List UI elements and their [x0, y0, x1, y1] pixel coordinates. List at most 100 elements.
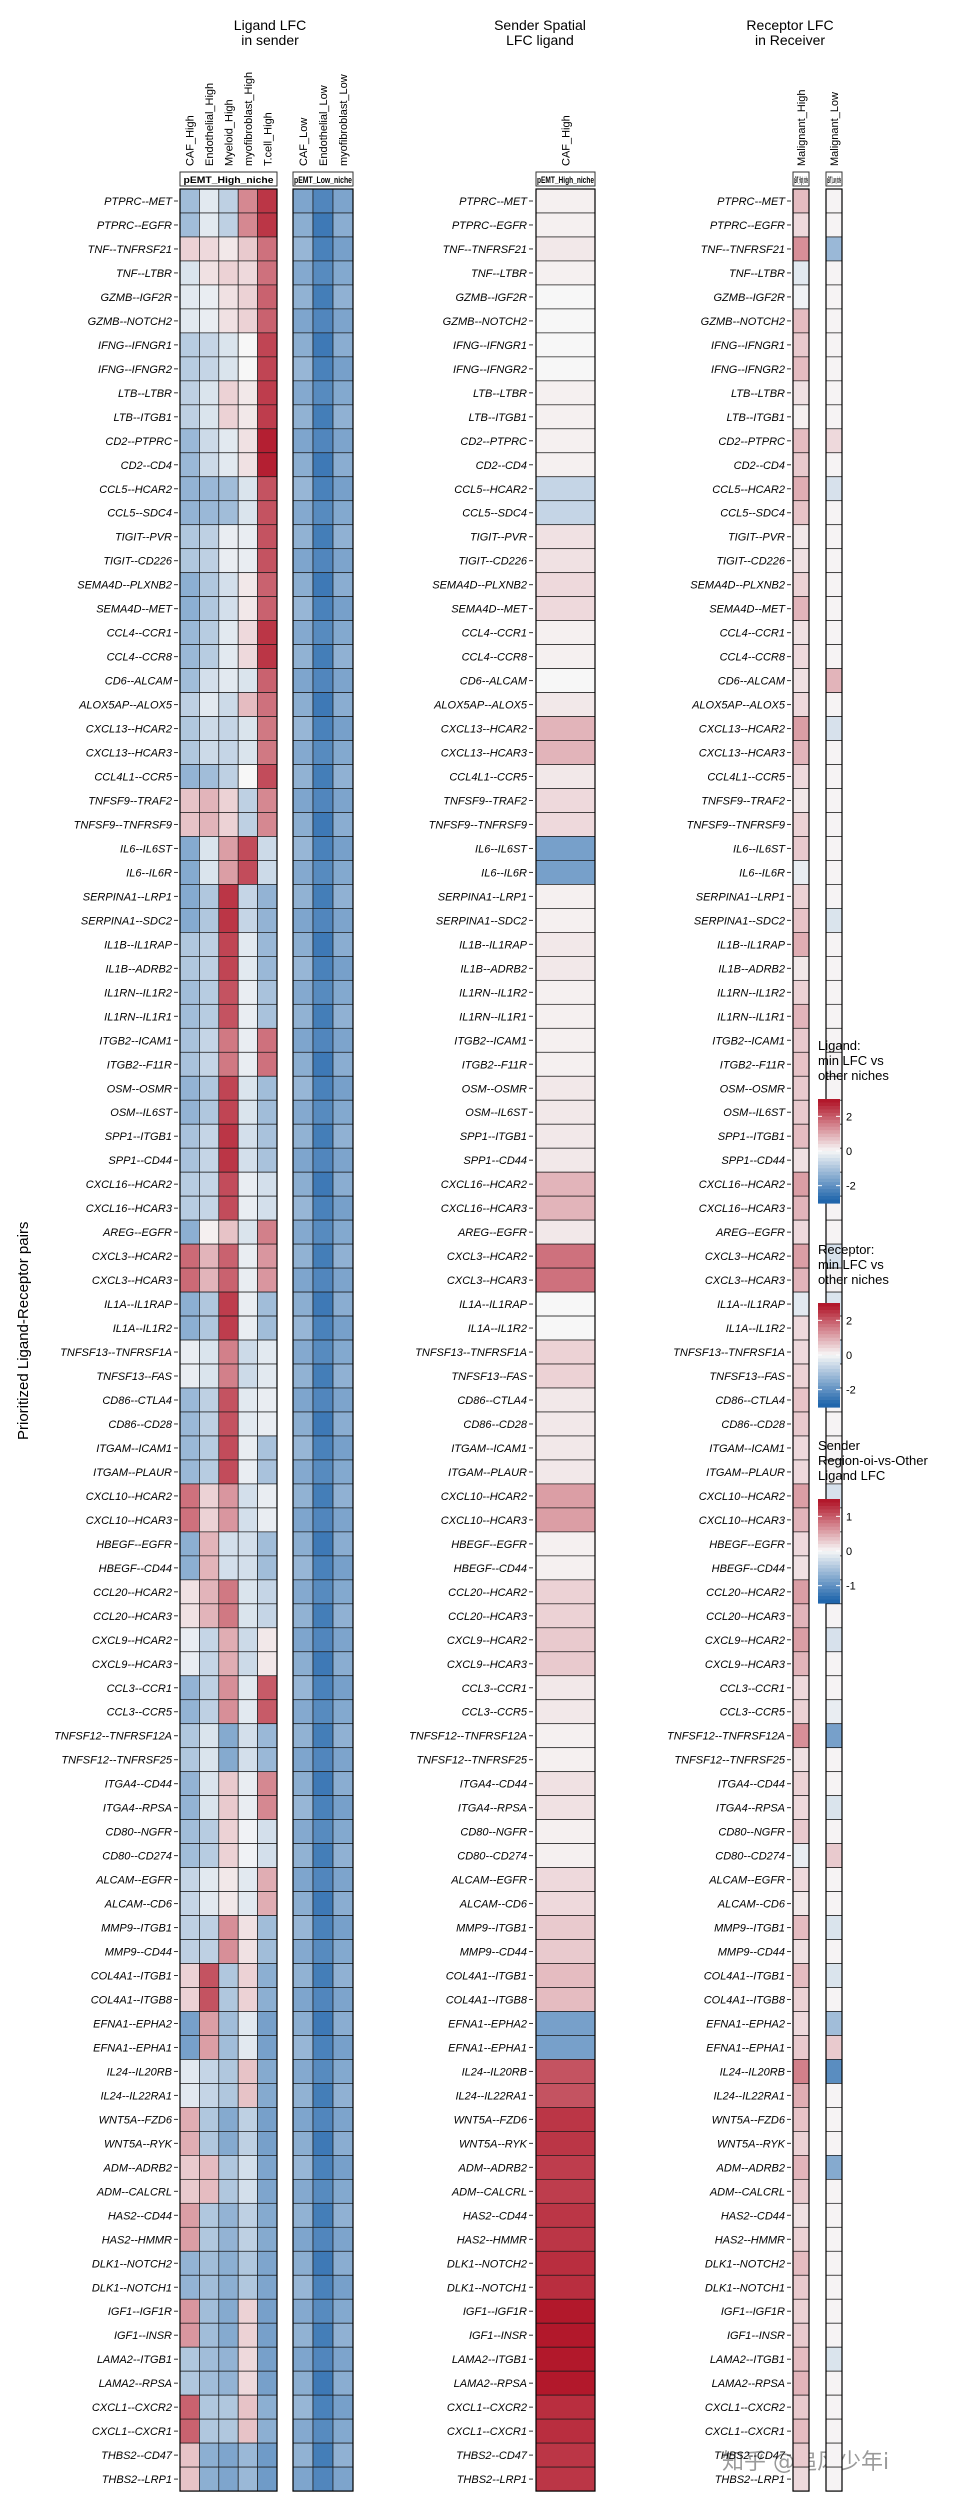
heatmap-cell	[292, 1483, 314, 1509]
row-label: LTB--LTBR	[731, 388, 785, 400]
row-label: IL1B--ADRB2	[460, 963, 527, 975]
heatmap-cell	[199, 908, 220, 933]
heatmap-cell	[312, 1267, 334, 1293]
row-label: ADM--CALCRL	[96, 2186, 172, 2198]
row-label: IL1B--ADRB2	[718, 963, 785, 975]
legend-gradient-step	[818, 1557, 840, 1562]
row-label: IL1A--IL1R2	[113, 1323, 172, 1335]
heatmap-cell	[257, 1795, 278, 1820]
heatmap-cell	[535, 1699, 596, 1725]
heatmap-cell	[179, 1507, 200, 1533]
heatmap-cell	[312, 1891, 334, 1916]
heatmap-cell	[535, 1123, 596, 1149]
heatmap-cell	[332, 1651, 354, 1677]
row-label: OSM--OSMR	[107, 1083, 172, 1095]
heatmap-cell	[792, 884, 810, 909]
heatmap-cell	[257, 1315, 278, 1341]
legend-gradient-step	[818, 1189, 840, 1194]
row-label: PTPRC--MET	[459, 196, 528, 208]
heatmap-cell	[332, 2250, 354, 2276]
heatmap-cell	[312, 1339, 334, 1365]
heatmap-cell	[792, 2346, 810, 2372]
heatmap-cell	[792, 1051, 810, 1077]
heatmap-cell	[257, 1243, 278, 1269]
heatmap-cell	[535, 332, 596, 358]
heatmap-cell	[332, 812, 354, 837]
heatmap-cell	[535, 1771, 596, 1797]
heatmap-cell	[199, 1219, 220, 1245]
heatmap-cell	[535, 1099, 596, 1125]
heatmap-cell	[535, 2202, 596, 2228]
heatmap-cell	[199, 668, 220, 693]
heatmap-cell	[237, 2202, 258, 2228]
heatmap-cell	[825, 500, 843, 526]
heatmap-cell	[332, 1843, 354, 1868]
heatmap-cell	[825, 1819, 843, 1844]
row-label: IFNG--IFNGR2	[453, 364, 527, 376]
heatmap-cell	[332, 2107, 354, 2132]
heatmap-cell	[237, 1699, 258, 1725]
heatmap-cell	[312, 2226, 334, 2252]
heatmap-cell	[825, 284, 843, 310]
heatmap-cell	[332, 1003, 354, 1029]
heatmap-cell	[332, 284, 354, 310]
row-label: GZMB--IGF2R	[714, 292, 786, 304]
heatmap-cell	[332, 1555, 354, 1581]
heatmap-cell	[218, 1171, 239, 1197]
heatmap-cell	[792, 1699, 810, 1725]
heatmap-cell	[199, 836, 220, 861]
heatmap-cell	[179, 476, 200, 502]
heatmap-cell	[792, 1531, 810, 1557]
row-label: ITGB2--ICAM1	[712, 1035, 785, 1047]
heatmap-cell	[312, 884, 334, 909]
heatmap-cell	[535, 1819, 596, 1844]
legend-gradient-step	[818, 1368, 840, 1373]
legend-gradient-step	[818, 1140, 840, 1145]
legend-gradient-step	[818, 1182, 840, 1187]
heatmap-cell	[792, 1915, 810, 1940]
heatmap-cell	[792, 1747, 810, 1773]
heatmap-cell	[792, 620, 810, 645]
heatmap-cell	[825, 548, 843, 574]
row-label: CD2--CD4	[121, 460, 172, 472]
heatmap-cell	[199, 1939, 220, 1964]
row-label: ITGAM--ICAM1	[709, 1443, 785, 1455]
row-label: CCL4--CCR8	[107, 652, 173, 664]
heatmap-cell	[218, 1771, 239, 1797]
legend-gradient-step	[818, 1502, 840, 1507]
heatmap-cell	[792, 500, 810, 526]
heatmap-cell	[199, 212, 220, 238]
row-label: IL1RN--IL1R2	[459, 987, 527, 999]
row-label: TIGIT--CD226	[716, 556, 786, 568]
heatmap-cell	[292, 404, 314, 430]
row-label: OSM--OSMR	[720, 1083, 785, 1095]
heatmap-cell	[218, 332, 239, 358]
row-label: CCL20--HCAR3	[93, 1611, 173, 1623]
heatmap-cell	[292, 1243, 314, 1269]
heatmap-cell	[218, 1939, 239, 1964]
row-label: CCL5--HCAR2	[99, 484, 172, 496]
row-label: CD86--CTLA4	[457, 1395, 527, 1407]
heatmap-cell	[218, 476, 239, 502]
heatmap-cell	[825, 2298, 843, 2324]
heatmap-cell	[825, 2178, 843, 2204]
heatmap-cell	[792, 2394, 810, 2420]
heatmap-cell	[312, 1147, 334, 1173]
legend-gradient-step	[818, 1102, 840, 1107]
heatmap-cell	[292, 1051, 314, 1077]
heatmap-cell	[199, 1555, 220, 1581]
legend-gradient-step	[818, 1157, 840, 1162]
heatmap-cell	[218, 1387, 239, 1413]
legend-gradient-step	[818, 1526, 840, 1531]
heatmap-cell	[312, 740, 334, 765]
row-label: SERPINA1--LRP1	[438, 891, 527, 903]
strip-label-rec_high: pEMT_High_niche	[794, 175, 808, 186]
row-label: IFNG--IFNGR2	[711, 364, 785, 376]
row-label: HBEGF--CD44	[99, 1563, 172, 1575]
heatmap-cell	[792, 979, 810, 1005]
heatmap-cell	[257, 1363, 278, 1389]
heatmap-cell	[237, 1123, 258, 1149]
heatmap-cell	[825, 212, 843, 238]
heatmap-cell	[792, 1291, 810, 1317]
